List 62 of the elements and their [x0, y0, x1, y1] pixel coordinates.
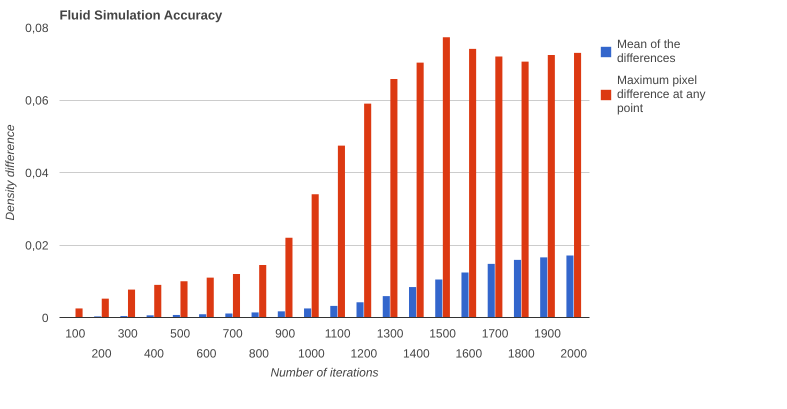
x-tick-label: 1100 [324, 326, 351, 340]
x-tick-label: 1000 [298, 346, 326, 360]
bar [514, 260, 522, 318]
x-tick-label: 2000 [560, 346, 588, 360]
bar [232, 274, 240, 318]
bar [416, 62, 424, 318]
x-tick-label: 100 [65, 326, 86, 340]
bar [382, 296, 390, 318]
bar [469, 48, 476, 318]
x-tick-label: 300 [118, 326, 138, 340]
legend-label: Maximum pixel difference at any point [617, 73, 706, 115]
x-tick-label: 1200 [350, 346, 378, 360]
y-tick-label: 0,04 [25, 166, 49, 180]
x-tick-label: 1300 [376, 326, 404, 340]
bar [488, 264, 495, 318]
bar [522, 62, 529, 318]
legend-label: Mean of the differences [617, 37, 680, 65]
bar [312, 194, 319, 318]
bar [199, 314, 206, 318]
bar [206, 278, 214, 318]
bar [356, 302, 364, 318]
y-tick-label: 0,06 [25, 94, 49, 108]
x-tick-label: 700 [222, 326, 244, 340]
bar [180, 281, 188, 318]
bar [364, 104, 372, 318]
x-tick-label: 500 [170, 326, 191, 340]
bar [154, 284, 162, 318]
y-axis-title: Density difference [3, 124, 18, 221]
bar [566, 256, 574, 318]
x-tick-label: 600 [196, 346, 217, 360]
y-tick-label: 0 [42, 311, 49, 325]
bar [304, 308, 312, 318]
x-tick-label: 1900 [534, 326, 562, 340]
x-tick-label: 800 [248, 346, 270, 360]
chart-title: Fluid Simulation Accuracy [60, 8, 224, 22]
x-tick-label: 1700 [482, 326, 509, 340]
x-tick-label: 1800 [508, 346, 535, 360]
bar [548, 55, 555, 318]
bar [435, 279, 442, 318]
x-tick-label: 900 [275, 326, 296, 340]
bar [76, 308, 83, 318]
bar [574, 52, 582, 318]
bar [102, 298, 109, 318]
x-tick-label: 400 [144, 346, 164, 360]
bar [128, 290, 136, 318]
bar [285, 238, 292, 318]
bar [338, 146, 345, 318]
bar [408, 287, 416, 318]
x-tick-label: 1500 [429, 326, 456, 340]
x-tick-label: 1400 [402, 346, 430, 360]
x-axis-title: Number of iterations [270, 366, 379, 380]
x-tick-label: 1600 [455, 346, 482, 360]
y-tick-label: 0,02 [25, 238, 49, 252]
bar [390, 78, 398, 318]
bar [540, 257, 548, 318]
bar [330, 306, 338, 318]
bar [495, 56, 502, 318]
bar [461, 272, 469, 318]
y-tick-label: 0,08 [25, 21, 49, 35]
bar [442, 37, 450, 318]
x-tick-label: 200 [91, 346, 112, 360]
bar [259, 264, 266, 318]
